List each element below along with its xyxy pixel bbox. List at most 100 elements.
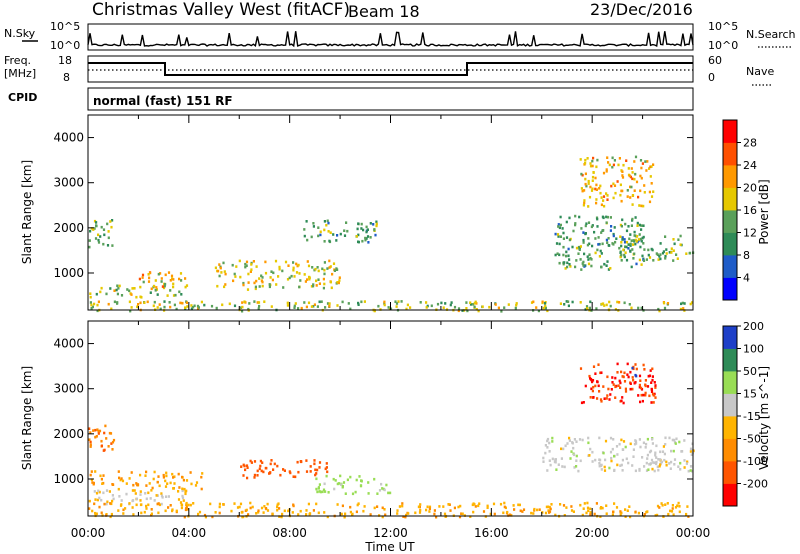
data-cell xyxy=(396,512,399,515)
data-cell xyxy=(103,502,106,506)
data-cell xyxy=(651,442,654,445)
data-cell xyxy=(494,303,497,306)
data-cell xyxy=(113,289,116,292)
data-cell xyxy=(633,177,636,181)
data-cell xyxy=(646,437,649,441)
data-cell xyxy=(670,510,674,513)
data-cell xyxy=(577,469,580,473)
data-cell xyxy=(594,237,597,240)
data-cell xyxy=(102,474,105,477)
data-cell xyxy=(106,500,109,504)
data-cell xyxy=(663,458,666,462)
data-cell xyxy=(312,305,315,308)
data-cell xyxy=(603,262,606,266)
data-cell xyxy=(689,450,692,453)
data-cell xyxy=(621,238,624,241)
data-cell xyxy=(95,435,98,438)
data-cell xyxy=(153,300,156,304)
data-cell xyxy=(612,510,615,514)
x-axis-label: Time UT xyxy=(364,540,415,554)
data-cell xyxy=(675,253,678,256)
data-cell xyxy=(574,265,577,269)
data-cell xyxy=(239,502,243,506)
data-cell xyxy=(167,495,170,498)
freq-series xyxy=(88,62,693,76)
data-cell xyxy=(633,160,636,163)
nsky-series xyxy=(87,31,694,48)
data-cell xyxy=(637,511,640,515)
data-cell xyxy=(164,479,167,483)
data-cell xyxy=(218,274,221,278)
data-cell xyxy=(292,261,295,264)
data-cell xyxy=(184,306,187,309)
data-cell xyxy=(218,502,221,506)
data-cell xyxy=(181,494,184,498)
data-cell xyxy=(381,506,384,510)
data-cell xyxy=(351,492,355,496)
data-cell xyxy=(559,302,562,305)
data-cell xyxy=(656,513,659,517)
data-cell xyxy=(185,301,188,304)
data-cell xyxy=(557,225,560,228)
data-cell xyxy=(609,304,612,308)
data-cell xyxy=(275,283,278,286)
data-cell xyxy=(582,203,585,207)
data-cell xyxy=(181,496,185,500)
data-cell xyxy=(294,302,297,305)
data-cell xyxy=(299,279,302,282)
data-cell xyxy=(629,515,632,519)
data-cell xyxy=(198,510,202,514)
data-cell xyxy=(664,503,667,506)
data-cell xyxy=(128,502,131,505)
data-cell xyxy=(170,274,174,278)
data-cell xyxy=(662,445,665,448)
data-cell xyxy=(681,301,684,305)
data-cell xyxy=(596,217,599,221)
data-cell xyxy=(316,266,319,269)
data-cell xyxy=(244,262,247,266)
data-cell xyxy=(277,275,280,278)
data-cell xyxy=(614,385,617,389)
data-cell xyxy=(465,301,468,304)
data-cell xyxy=(277,502,280,505)
data-cell xyxy=(610,459,613,463)
data-cell xyxy=(184,492,187,496)
cpid-text: normal (fast) 151 RF xyxy=(93,94,233,108)
data-cell xyxy=(349,475,352,479)
data-cell xyxy=(547,509,550,512)
data-cell xyxy=(189,503,192,507)
data-cell xyxy=(223,285,226,289)
data-cell xyxy=(97,432,100,435)
data-cell xyxy=(355,478,358,482)
data-cell xyxy=(673,458,677,461)
data-cell xyxy=(554,513,557,517)
data-cell xyxy=(326,267,329,270)
data-cell xyxy=(253,281,256,285)
data-cell xyxy=(664,235,667,238)
data-cell xyxy=(167,506,170,509)
data-cell xyxy=(168,301,171,304)
data-cell xyxy=(629,382,632,385)
data-cell xyxy=(672,259,675,262)
data-cell xyxy=(600,506,603,509)
data-cell xyxy=(689,302,692,306)
data-cell xyxy=(223,270,226,273)
data-cell xyxy=(245,464,249,467)
data-cell xyxy=(668,436,671,440)
data-cell xyxy=(96,428,99,431)
data-cell xyxy=(591,380,594,384)
colorbar-segment xyxy=(723,461,737,484)
data-cell xyxy=(651,467,654,471)
data-cell xyxy=(619,510,622,513)
data-cell xyxy=(570,450,573,453)
data-cell xyxy=(565,220,568,224)
data-cell xyxy=(599,515,602,518)
data-cell xyxy=(295,271,299,274)
data-cell xyxy=(679,243,682,246)
data-cell xyxy=(612,232,615,236)
data-cell xyxy=(419,301,422,304)
data-cell xyxy=(295,262,298,266)
data-cell xyxy=(596,158,599,162)
data-cell xyxy=(376,492,379,495)
data-cell xyxy=(278,265,281,269)
